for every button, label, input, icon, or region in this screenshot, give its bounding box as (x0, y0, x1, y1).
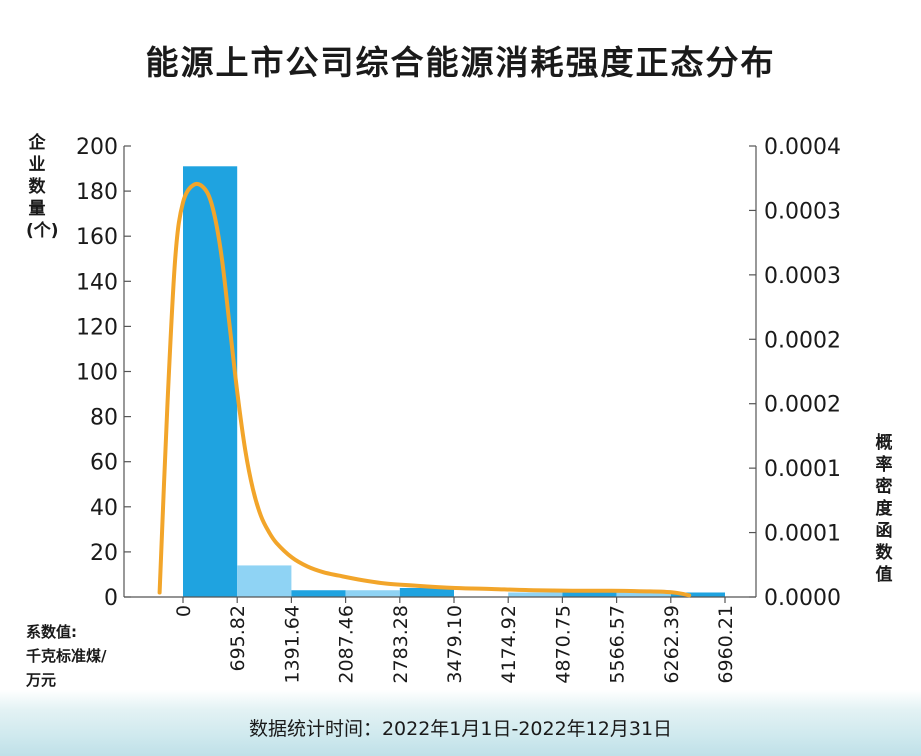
y-tick-label-right: 0.0004 (764, 135, 841, 160)
y-tick-label-right: 0.0003 (764, 264, 841, 289)
y-ticks-left: 0 20 40 60 80 100 120 140 160 180 200 (76, 135, 131, 611)
histogram-bar (345, 590, 400, 597)
y-ticks-right: 0.0000 0.0001 0.0001 0.0002 0.0002 0.0003 0.00… (749, 135, 841, 611)
histogram-bar (670, 592, 725, 597)
histogram-bar (183, 166, 238, 598)
x-axis-unit-line: 万元 (26, 671, 57, 689)
y-tick-label-left: 40 (90, 496, 118, 521)
x-axis-unit-line: 系数值: (26, 623, 77, 641)
histogram-bar (616, 590, 671, 597)
x-axis-unit-label: 系数值: 千克标准煤/ 万元 (26, 620, 146, 692)
bars-group (183, 166, 725, 598)
y-tick-label-right: 0.0003 (764, 199, 841, 224)
y-tick-label-left: 0 (104, 586, 118, 611)
y-tick-label-left: 20 (90, 541, 118, 566)
x-ticks: 0 695.82 1391.64 2087.46 2783.28 3479.10 4174.… (173, 597, 737, 684)
y-tick-label-left: 80 (90, 406, 118, 431)
y-tick-label-left: 200 (76, 135, 118, 160)
x-tick-label: 0 (173, 605, 195, 617)
y-tick-label-right: 0.0001 (764, 522, 841, 547)
y-tick-label-left: 180 (76, 180, 118, 205)
x-tick-label: 5566.57 (607, 605, 629, 684)
footer-banner (0, 690, 921, 756)
x-tick-label: 3479.10 (444, 605, 466, 684)
chart-title: 能源上市公司综合能源消耗强度正态分布 (145, 43, 776, 82)
x-tick-label: 695.82 (227, 605, 249, 671)
x-axis-unit-line: 千克标准煤/ (26, 647, 107, 665)
y-axis-label-right: 概率密度函数值 (875, 433, 893, 585)
y-tick-label-left: 160 (76, 225, 118, 250)
x-tick-label: 6262.39 (661, 605, 683, 684)
histogram-bar (562, 592, 617, 597)
y-tick-label-right: 0.0002 (764, 393, 841, 418)
y-tick-label-left: 120 (76, 315, 118, 340)
y-tick-label-left: 100 (76, 361, 118, 386)
x-tick-label: 4174.92 (498, 605, 520, 684)
x-tick-label: 2783.28 (390, 605, 412, 684)
y-tick-label-left: 60 (90, 451, 118, 476)
x-tick-label: 4870.75 (552, 605, 574, 684)
x-tick-label: 6960.21 (715, 605, 737, 684)
y-tick-label-left: 140 (76, 270, 118, 295)
y-tick-label-right: 0.0001 (764, 457, 841, 482)
x-tick-label: 2087.46 (336, 605, 358, 684)
footer-date-range: 数据统计时间：2022年1月1日-2022年12月31日 (248, 718, 673, 740)
y-tick-label-right: 0.0002 (764, 328, 841, 353)
histogram-bar (399, 587, 454, 597)
histogram-bar (508, 592, 563, 597)
x-tick-label: 1391.64 (281, 605, 303, 684)
y-tick-label-right: 0.0000 (764, 586, 841, 611)
density-curve (157, 181, 692, 598)
histogram-bar (237, 565, 292, 597)
histogram-bar (291, 590, 346, 597)
